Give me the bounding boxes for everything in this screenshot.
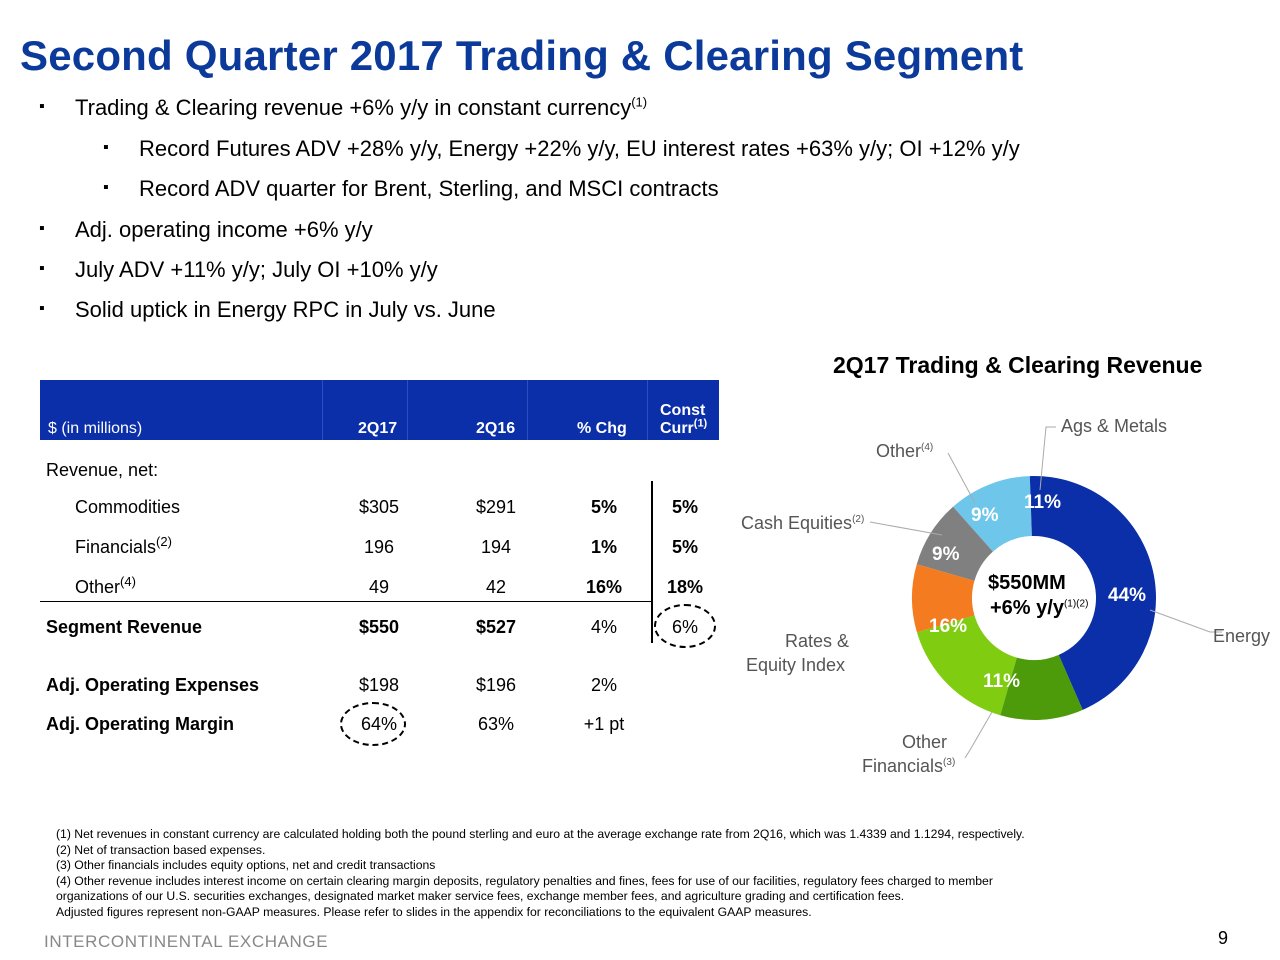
cell-segment-2q16: $527 bbox=[475, 617, 517, 637]
bullet-mark: ▪ bbox=[39, 98, 45, 115]
bullet-1-sup: (1) bbox=[631, 94, 648, 110]
pct-other-financials: 11% bbox=[983, 671, 1020, 692]
row-label-other: Other(4) bbox=[75, 574, 136, 597]
header-const: Const bbox=[660, 402, 706, 419]
header-pct-chg: % Chg bbox=[577, 420, 627, 437]
row-label-adj-opex: Adj. Operating Expenses bbox=[46, 675, 260, 695]
footnotes: (1) Net revenues in constant currency ar… bbox=[56, 827, 1025, 920]
bullet-1: ▪ Trading & Clearing revenue +6% y/y in … bbox=[39, 94, 648, 121]
cell-other-pct: 16% bbox=[585, 577, 623, 597]
ice-logo: INTERCONTINENTAL EXCHANGE bbox=[44, 932, 329, 951]
leader-line-cash bbox=[869, 521, 943, 536]
center-growth: +6% y/y(1)(2) bbox=[990, 597, 1089, 619]
row-label-segment-revenue: Segment Revenue bbox=[46, 617, 203, 637]
cell-commodities-2q16: $291 bbox=[475, 497, 517, 517]
bullet-mark: ▪ bbox=[39, 220, 45, 237]
cell-financials-2q16: 194 bbox=[480, 537, 512, 557]
header-col-divider bbox=[323, 380, 408, 440]
cell-segment-pct: 4% bbox=[590, 617, 617, 637]
table-header: $ (in millions) 2Q17 2Q16 % Chg Const Cu… bbox=[40, 380, 719, 440]
row-label-financials: Financials(2) bbox=[75, 534, 172, 557]
footnote: (4) Other revenue includes interest inco… bbox=[56, 873, 993, 888]
label-equity-index: Equity Index bbox=[746, 655, 846, 675]
leader-line-energy bbox=[1149, 609, 1222, 633]
cell-financials-cc: 5% bbox=[671, 537, 698, 557]
bullet-1a-text: Record Futures ADV +28% y/y, Energy +22%… bbox=[139, 136, 1020, 161]
header-curr: Curr(1) bbox=[660, 417, 708, 437]
header-2q17: 2Q17 bbox=[358, 420, 398, 437]
footnote: (1) Net revenues in constant currency ar… bbox=[56, 827, 1025, 841]
highlight-circle bbox=[654, 604, 716, 648]
revenue-net-label: Revenue, net: bbox=[46, 460, 159, 480]
bullet-mark: ▪ bbox=[39, 300, 45, 317]
label-ags-metals: Ags & Metals bbox=[1061, 416, 1168, 436]
bullet-3-text: July ADV +11% y/y; July OI +10% y/y bbox=[75, 257, 438, 282]
bullet-2: ▪ Adj. operating income +6% y/y bbox=[39, 217, 373, 243]
bullet-1b-text: Record ADV quarter for Brent, Sterling, … bbox=[139, 176, 719, 201]
page-title: Second Quarter 2017 Trading & Clearing S… bbox=[20, 32, 1024, 79]
highlight-circle bbox=[340, 702, 406, 746]
bullet-1b: ▪ Record ADV quarter for Brent, Sterling… bbox=[103, 176, 719, 202]
header-2q16: 2Q16 bbox=[476, 420, 516, 437]
pct-cash: 9% bbox=[932, 544, 960, 565]
header-label: $ (in millions) bbox=[48, 420, 143, 437]
cell-other-2q17: 49 bbox=[368, 577, 390, 597]
cell-commodities-2q17: $305 bbox=[358, 497, 400, 517]
header-col-divider bbox=[40, 380, 323, 440]
label-cash-equities: Cash Equities(2) bbox=[741, 513, 865, 533]
cell-other-2q16: 42 bbox=[485, 577, 507, 597]
label-energy: Energy bbox=[1213, 626, 1271, 646]
cell-financials-pct: 1% bbox=[590, 537, 617, 557]
bullet-mark: ▪ bbox=[39, 260, 45, 277]
cell-segment-2q17: $550 bbox=[358, 617, 400, 637]
bullet-1a: ▪ Record Futures ADV +28% y/y, Energy +2… bbox=[103, 136, 1020, 162]
label-other-financials-1: Other bbox=[902, 732, 948, 752]
header-col-divider bbox=[528, 380, 648, 440]
bullet-4: ▪ Solid uptick in Energy RPC in July vs.… bbox=[39, 297, 496, 323]
pct-other: 9% bbox=[971, 505, 999, 526]
leader-line-other-financials bbox=[964, 711, 993, 759]
cell-commodities-cc: 5% bbox=[671, 497, 698, 517]
row-label-adj-margin: Adj. Operating Margin bbox=[46, 714, 235, 734]
cell-opex-pct: 2% bbox=[590, 675, 617, 695]
page-number: 9 bbox=[1218, 928, 1229, 948]
subtotal-divider bbox=[40, 601, 652, 602]
chart-title: 2Q17 Trading & Clearing Revenue bbox=[833, 352, 1203, 378]
cell-opex-2q17: $198 bbox=[358, 675, 400, 695]
bullet-2-text: Adj. operating income +6% y/y bbox=[75, 217, 373, 242]
label-other-financials-2: Financials(3) bbox=[862, 756, 956, 776]
cc-column-divider bbox=[651, 481, 653, 643]
pct-ags: 11% bbox=[1024, 492, 1061, 513]
bullet-mark: ▪ bbox=[103, 139, 109, 156]
bullet-mark: ▪ bbox=[103, 179, 109, 196]
footnote: organizations of our U.S. securities exc… bbox=[56, 889, 905, 903]
cell-opex-2q16: $196 bbox=[475, 675, 517, 695]
pct-rates: 16% bbox=[929, 616, 968, 637]
cell-commodities-pct: 5% bbox=[590, 497, 617, 517]
label-other: Other(4) bbox=[876, 441, 934, 461]
footnote: (2) Net of transaction based expenses. bbox=[56, 842, 266, 857]
footnote: Adjusted figures represent non-GAAP meas… bbox=[56, 904, 812, 919]
cell-other-cc: 18% bbox=[666, 577, 704, 597]
center-total: $550MM bbox=[988, 572, 1066, 594]
row-label-commodities: Commodities bbox=[75, 497, 181, 517]
cell-financials-2q17: 196 bbox=[363, 537, 395, 557]
footnote: (3) Other financials includes equity opt… bbox=[56, 858, 436, 872]
bullet-3: ▪ July ADV +11% y/y; July OI +10% y/y bbox=[39, 257, 438, 283]
cell-margin-2q16: 63% bbox=[477, 714, 515, 734]
pct-energy: 44% bbox=[1108, 585, 1147, 606]
header-col-divider bbox=[408, 380, 528, 440]
cell-margin-pct: +1 pt bbox=[583, 714, 625, 734]
label-rates: Rates & bbox=[785, 631, 850, 651]
bullet-4-text: Solid uptick in Energy RPC in July vs. J… bbox=[75, 297, 496, 322]
bullet-1-text: Trading & Clearing revenue +6% y/y in co… bbox=[75, 95, 632, 120]
leader-line-ags bbox=[1039, 426, 1056, 491]
leader-line-other bbox=[947, 452, 976, 504]
